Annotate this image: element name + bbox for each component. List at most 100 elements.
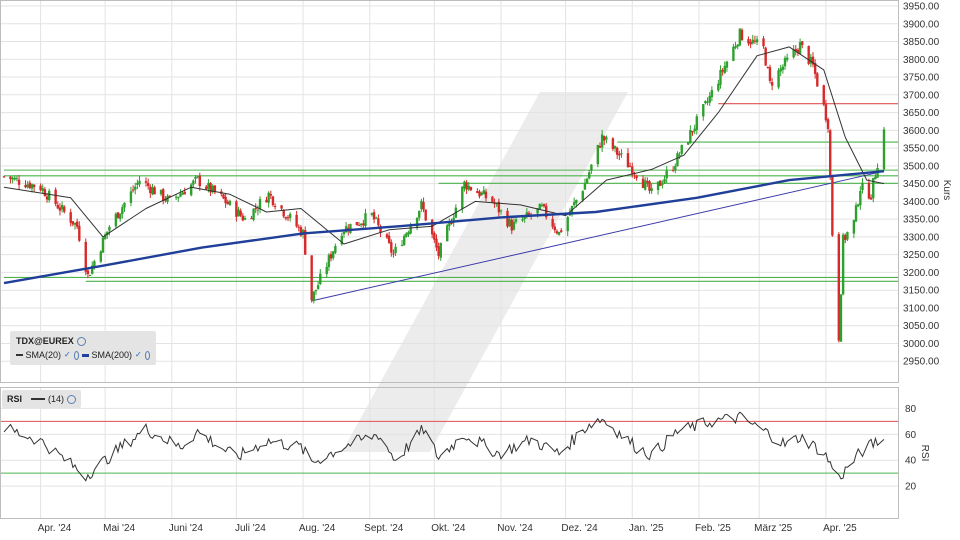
candle-body [174,196,178,198]
candle-body [689,130,692,143]
candle-body [723,65,726,73]
candle-body [91,265,94,274]
candle-body [484,191,488,199]
candle-body [859,190,862,206]
candle-body [241,215,245,221]
candle-body [299,227,303,236]
candle-body [706,101,709,103]
visibility-icon[interactable] [76,336,86,346]
candle-body [325,266,328,275]
candle-body [588,172,591,179]
check-icon[interactable]: ✓ [135,350,142,359]
candle-body [379,226,382,233]
candle-body [196,176,199,178]
sma200-swatch [82,353,89,357]
candle-body [708,95,711,103]
candle-body [740,29,744,41]
candle-body [461,186,464,209]
y-tick-label: 3950.00 [903,2,940,13]
candle-body [101,237,105,253]
candle-body [852,220,856,234]
candle-body [777,70,780,88]
candle-body [198,175,201,187]
candle-body [663,179,666,183]
candle-body [349,223,352,233]
candle-body [237,209,240,217]
candle-body [134,186,137,190]
visibility-icon[interactable] [67,394,77,404]
candle-body [844,234,847,240]
candle-body [179,193,182,197]
candle-body [555,231,559,234]
candle-body [28,182,32,189]
candle-body [15,178,19,180]
candle-body [560,230,563,232]
candle-body [499,210,503,212]
y-tick-label: 2950.00 [903,357,940,368]
candle-body [469,187,473,191]
candle-body [228,200,232,205]
candle-body [75,221,79,227]
candle-body [846,232,849,240]
candle-body [867,182,871,199]
candle-body [267,192,270,203]
candle-body [205,186,208,190]
candle-body [751,39,754,44]
candle-body [732,46,735,61]
candle-body [527,213,531,215]
visibility-icon[interactable] [73,350,79,360]
candle-body [144,181,148,183]
candle-body [372,212,376,220]
candle-body [424,209,427,221]
candle-body [491,196,494,203]
rsi-line [0,411,898,482]
candle-body [405,233,408,237]
candle-body [480,192,483,196]
candle-body [691,131,694,133]
candle-body [542,204,546,207]
candle-body [2,176,6,178]
candle-body [600,134,604,148]
candle-body [650,188,653,192]
candle-body [207,183,210,189]
candle-body [60,205,64,210]
sma200-line [3,170,885,285]
candle-body [280,205,283,209]
candle-body [596,144,600,165]
candle-body [99,251,103,262]
candle-body [284,217,288,219]
candle-body [641,178,645,188]
candle-body [17,179,21,185]
candle-body [605,137,608,140]
candle-body [794,48,797,51]
x-tick-label: Sept. '24 [364,523,404,534]
candle-body [151,187,154,195]
candle-body [506,210,509,227]
candle-body [523,216,526,219]
visibility-icon[interactable] [144,350,150,360]
candle-body [598,145,602,148]
candle-body [362,223,365,226]
candle-body [342,231,346,235]
candle-body [422,202,425,210]
candle-body [781,66,785,70]
candle-body [32,184,36,188]
candle-body [613,146,617,149]
candle-body [415,217,419,228]
candle-body [785,57,789,60]
x-tick-label: Nov. '24 [497,523,533,534]
candle-body [409,225,412,234]
candle-body [370,213,374,215]
x-tick-label: Juli '24 [235,523,266,534]
y-tick-label: 3700.00 [903,90,940,101]
candle-body [687,142,690,145]
candle-body [570,205,574,213]
check-icon[interactable]: ✓ [64,350,71,359]
candle-body [13,177,16,180]
price-legend: TDX@EUREX SMA(20) ✓ SMA(200) ✓ [10,331,156,365]
candle-body [340,235,343,245]
candle-body [162,189,165,201]
y-tick-label: 3300.00 [903,232,940,243]
x-tick-label: Jan. '25 [629,523,664,534]
candle-body [116,212,120,219]
